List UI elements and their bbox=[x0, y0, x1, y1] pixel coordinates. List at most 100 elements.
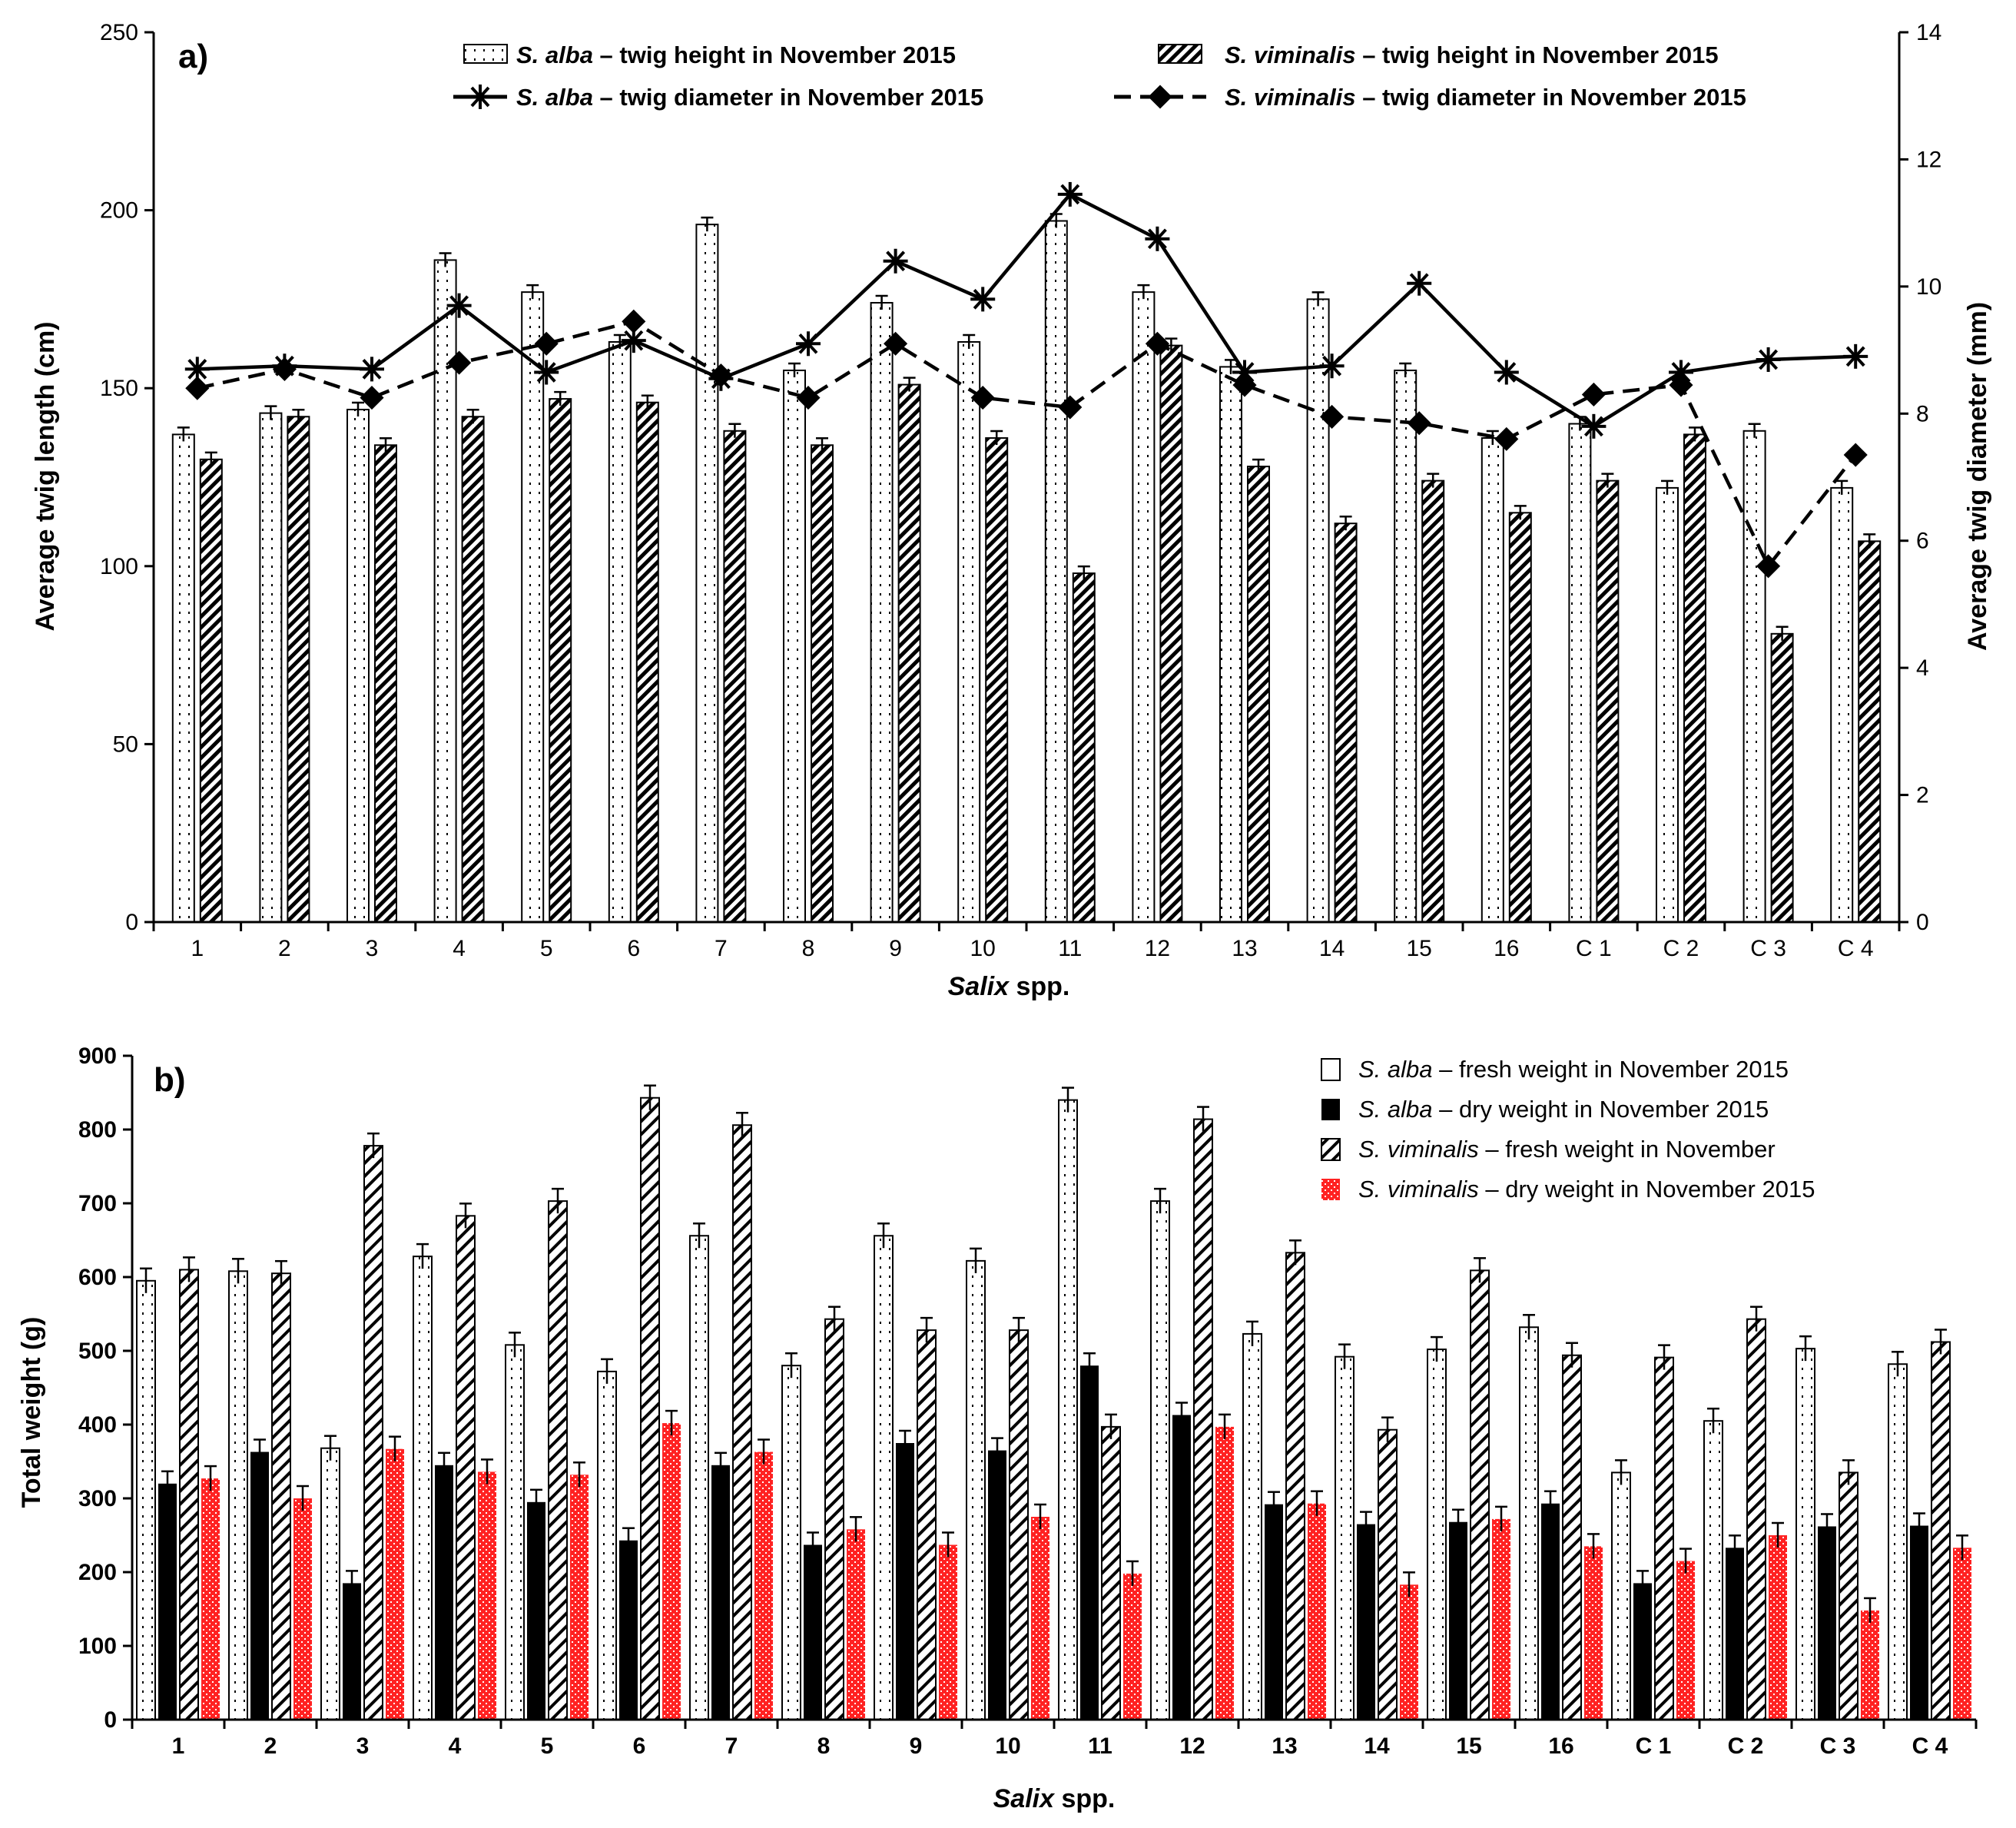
errbar-a-s1-14 bbox=[1427, 473, 1440, 488]
bar-b-s2-12 bbox=[1285, 1252, 1305, 1720]
bar-a-s0-13 bbox=[1306, 298, 1330, 923]
errbar-a-s1-12 bbox=[1252, 458, 1265, 474]
errbar-b-s0-8 bbox=[877, 1222, 890, 1249]
errbar-b-s1-19 bbox=[1913, 1512, 1925, 1538]
bar-b-s0-4 bbox=[505, 1344, 525, 1720]
bar-b-s1-2 bbox=[343, 1583, 361, 1720]
errbar-a-s0-6 bbox=[701, 216, 714, 232]
errbar-b-s2-9 bbox=[1013, 1316, 1025, 1343]
errbar-a-s1-18 bbox=[1776, 625, 1789, 641]
bar-b-s1-4 bbox=[527, 1501, 545, 1720]
bar-b-s1-7 bbox=[804, 1544, 822, 1720]
legend-swatch-alba-height bbox=[463, 44, 508, 64]
ytick-right-label-a-6: 12 bbox=[1916, 147, 1941, 172]
bar-b-s0-1 bbox=[228, 1270, 248, 1720]
bar-a-s0-19 bbox=[1830, 486, 1854, 923]
bar-a-s0-2 bbox=[346, 408, 370, 923]
errbar-b-s1-3 bbox=[438, 1451, 450, 1478]
legend-alba-height: S. alba – twig height in November 2015 bbox=[516, 41, 956, 68]
bar-a-s1-12 bbox=[1247, 466, 1270, 923]
marker-a-s2-9 bbox=[970, 287, 996, 312]
bar-b-s1-0 bbox=[158, 1483, 177, 1720]
marker-a-s2-16 bbox=[1581, 413, 1606, 439]
xtick-label-a-8: 9 bbox=[889, 936, 902, 961]
bar-b-s2-0 bbox=[179, 1269, 199, 1720]
bar-a-s1-16 bbox=[1596, 479, 1620, 923]
bar-b-s0-2 bbox=[320, 1447, 340, 1720]
errbar-b-s2-12 bbox=[1289, 1239, 1301, 1266]
ytick-right-label-a-3: 6 bbox=[1916, 529, 1929, 554]
legend-viminalis-fresh: S. viminalis – fresh weight in November bbox=[1358, 1136, 1776, 1163]
bar-a-s0-12 bbox=[1219, 366, 1242, 923]
bar-b-s3-8 bbox=[939, 1544, 957, 1720]
bar-a-s0-14 bbox=[1394, 370, 1418, 924]
xtick-label-a-4: 5 bbox=[540, 936, 553, 961]
errbar-b-s1-2 bbox=[346, 1570, 358, 1596]
marker-a-s2-8 bbox=[883, 248, 908, 274]
bar-b-s2-5 bbox=[640, 1096, 660, 1720]
bar-a-s0-16 bbox=[1568, 423, 1592, 923]
bar-a-s0-18 bbox=[1742, 430, 1766, 923]
errbar-a-s1-1 bbox=[292, 409, 305, 424]
ytick-label-a-1: 50 bbox=[113, 732, 138, 757]
ytick-right-label-a-5: 10 bbox=[1916, 274, 1941, 300]
panel-a-ylabel-right: Average twig diameter (mm) bbox=[1963, 302, 1992, 651]
bar-b-s2-19 bbox=[1931, 1341, 1951, 1720]
errbar-b-s1-10 bbox=[1083, 1352, 1096, 1378]
xtick-label-b-9: 10 bbox=[995, 1733, 1020, 1759]
xtick-label-b-7: 8 bbox=[817, 1733, 831, 1759]
bar-b-s0-14 bbox=[1427, 1349, 1447, 1720]
errbar-b-s1-5 bbox=[622, 1527, 635, 1553]
xtick-label-a-16: C 1 bbox=[1576, 936, 1612, 961]
errbar-b-s0-2 bbox=[324, 1435, 337, 1461]
errbar-a-s0-0 bbox=[177, 426, 190, 442]
bar-b-s2-10 bbox=[1101, 1425, 1121, 1720]
bar-b-s2-13 bbox=[1378, 1428, 1398, 1720]
bar-b-s3-18 bbox=[1861, 1610, 1879, 1720]
bar-b-s1-11 bbox=[1172, 1415, 1191, 1720]
errbar-a-s1-16 bbox=[1601, 473, 1614, 488]
errbar-a-s1-10 bbox=[1077, 565, 1090, 581]
ytick-label-b-1: 100 bbox=[78, 1634, 117, 1659]
bar-a-s1-4 bbox=[549, 398, 572, 923]
xtick-label-a-14: 15 bbox=[1407, 936, 1432, 961]
bar-b-s3-1 bbox=[293, 1498, 312, 1720]
ytick-label-a-2: 100 bbox=[100, 554, 138, 579]
xtick-label-a-2: 3 bbox=[366, 936, 379, 961]
errbar-b-s0-10 bbox=[1062, 1087, 1074, 1113]
errbar-b-s2-0 bbox=[183, 1256, 195, 1282]
errbar-b-s3-9 bbox=[1034, 1503, 1046, 1529]
bar-b-s3-2 bbox=[386, 1448, 404, 1720]
marker-a-s3-19 bbox=[1843, 443, 1868, 467]
errbar-b-s2-4 bbox=[552, 1187, 564, 1214]
errbar-b-s0-5 bbox=[601, 1358, 613, 1384]
bar-b-s2-11 bbox=[1193, 1118, 1213, 1721]
xtick-label-b-2: 3 bbox=[356, 1733, 370, 1759]
bar-b-s0-10 bbox=[1058, 1099, 1078, 1720]
bar-b-s0-8 bbox=[874, 1235, 894, 1720]
bar-b-s1-18 bbox=[1818, 1526, 1836, 1720]
bar-b-s1-13 bbox=[1357, 1524, 1375, 1720]
bar-b-s3-10 bbox=[1123, 1573, 1142, 1720]
bar-a-s1-6 bbox=[723, 430, 747, 923]
errbar-b-s3-11 bbox=[1219, 1413, 1231, 1439]
bar-a-s1-0 bbox=[199, 458, 223, 923]
bar-a-s1-5 bbox=[635, 401, 659, 923]
errbar-a-s1-7 bbox=[816, 437, 828, 453]
bar-b-s0-7 bbox=[781, 1365, 801, 1720]
bar-a-s1-8 bbox=[897, 383, 921, 923]
bar-a-s0-15 bbox=[1480, 437, 1504, 923]
xtick-label-a-0: 1 bbox=[191, 936, 204, 961]
bar-b-s2-4 bbox=[548, 1200, 568, 1720]
bar-b-s1-10 bbox=[1080, 1365, 1099, 1720]
errbar-b-s2-1 bbox=[275, 1259, 287, 1286]
errbar-b-s1-11 bbox=[1175, 1402, 1188, 1428]
errbar-b-s3-15 bbox=[1587, 1533, 1600, 1559]
bar-b-s2-8 bbox=[917, 1329, 937, 1720]
legend-swatch-viminalis-dry bbox=[1321, 1179, 1340, 1200]
errbar-b-s2-18 bbox=[1842, 1459, 1855, 1485]
errbar-a-s1-17 bbox=[1689, 426, 1701, 442]
xtick-label-a-15: 16 bbox=[1494, 936, 1519, 961]
errbar-b-s1-0 bbox=[161, 1470, 174, 1496]
errbar-a-s0-1 bbox=[264, 405, 277, 420]
